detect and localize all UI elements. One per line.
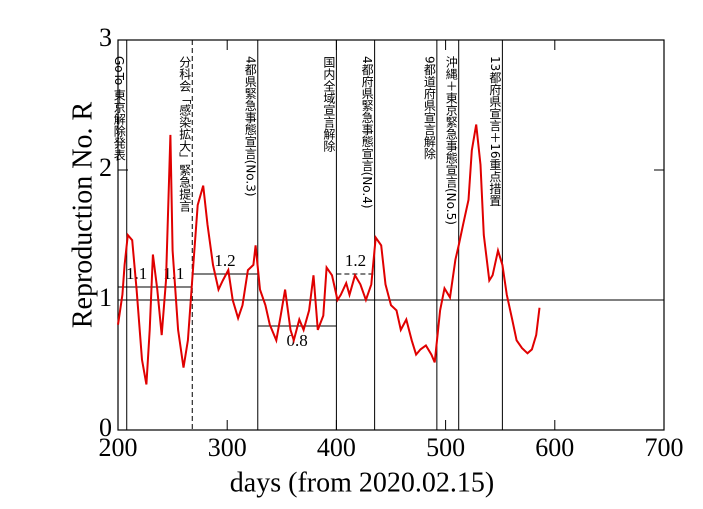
x-tick-label: 600	[535, 433, 574, 462]
event-label: 9都道府県宣言解除	[422, 56, 436, 160]
event-label: 13都府県宣言＋16重点措置	[488, 56, 502, 207]
event-label: 国内全域宣言解除	[322, 56, 336, 152]
level-label: 0.8	[286, 331, 307, 350]
x-tick-label: 700	[645, 433, 684, 462]
x-axis-label: days (from 2020.02.15)	[230, 467, 494, 498]
event-label: 分科会「感染拡大」緊急提言	[178, 56, 192, 213]
x-tick-label: 500	[426, 433, 465, 462]
level-label: 1.2	[214, 251, 235, 270]
x-tick-label: 400	[317, 433, 356, 462]
event-label: GoTo 東京解除発表	[112, 56, 126, 161]
event-label: 4都県緊急事態宣言(No.3)	[243, 56, 257, 197]
event-label: 沖縄＋東京緊急事態宣言(No.5)	[444, 56, 458, 225]
y-axis-label: Reproduction No. R	[67, 102, 98, 329]
level-label: 1.1	[126, 264, 147, 283]
plot-frame	[117, 39, 665, 431]
y-tick-label: 1	[99, 283, 112, 312]
x-tick-label: 200	[99, 433, 138, 462]
y-tick-label: 2	[99, 153, 112, 182]
event-label: 4都府県緊急事態宣言(No.4)	[360, 56, 374, 209]
level-label: 1.2	[345, 251, 366, 270]
y-tick-label: 3	[99, 23, 112, 52]
data-line	[117, 124, 541, 385]
y-tick-label: 0	[99, 413, 112, 442]
x-tick-label: 300	[208, 433, 247, 462]
